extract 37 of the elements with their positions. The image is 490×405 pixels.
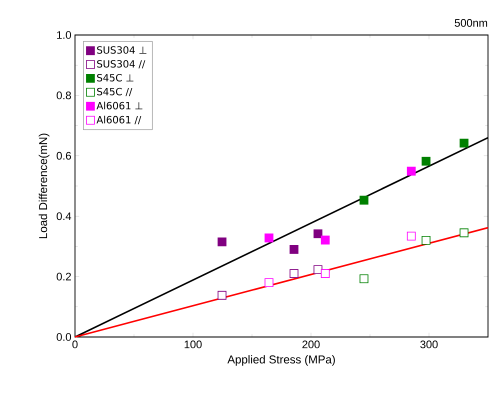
legend-label: SUS304 ⊥ [97,46,146,54]
point [264,278,274,288]
y-tick-label: 0.8 [56,92,71,100]
chart-title: 500nm [454,19,488,27]
point [314,265,322,274]
y-axis-title: Load Difference(mN) [38,134,50,238]
y-tick-label: 0.0 [56,333,72,341]
legend-label: Al6061 ⊥ [96,102,142,110]
x-tick-label: 0 [72,340,78,348]
legend-label: S45C // [97,88,132,96]
point [320,269,330,278]
legend-label: Al6061 // [96,116,142,124]
point [264,234,274,242]
point [360,274,368,284]
point [320,236,330,244]
point [422,236,430,245]
x-tick-label: 200 [302,340,320,348]
legend-label: S45C ⊥ [97,74,134,82]
x-tick-label: 100 [184,340,202,348]
point [460,228,468,238]
point [422,156,430,166]
legend-label: SUS304 // [97,60,146,68]
point [290,245,298,254]
y-tick-label: 0.2 [56,272,71,280]
point [314,229,322,238]
point [360,196,368,205]
point [290,269,298,278]
x-tick-label: 300 [420,340,438,348]
point [406,166,416,176]
point [460,138,468,148]
y-tick-label: 0.4 [56,212,72,220]
y-tick-label: 0.6 [56,152,71,160]
point [218,237,226,246]
point [218,290,226,300]
y-tick-label: 1.0 [57,31,72,39]
x-axis-title: Applied Stress (MPa) [227,355,335,366]
point [406,232,416,241]
